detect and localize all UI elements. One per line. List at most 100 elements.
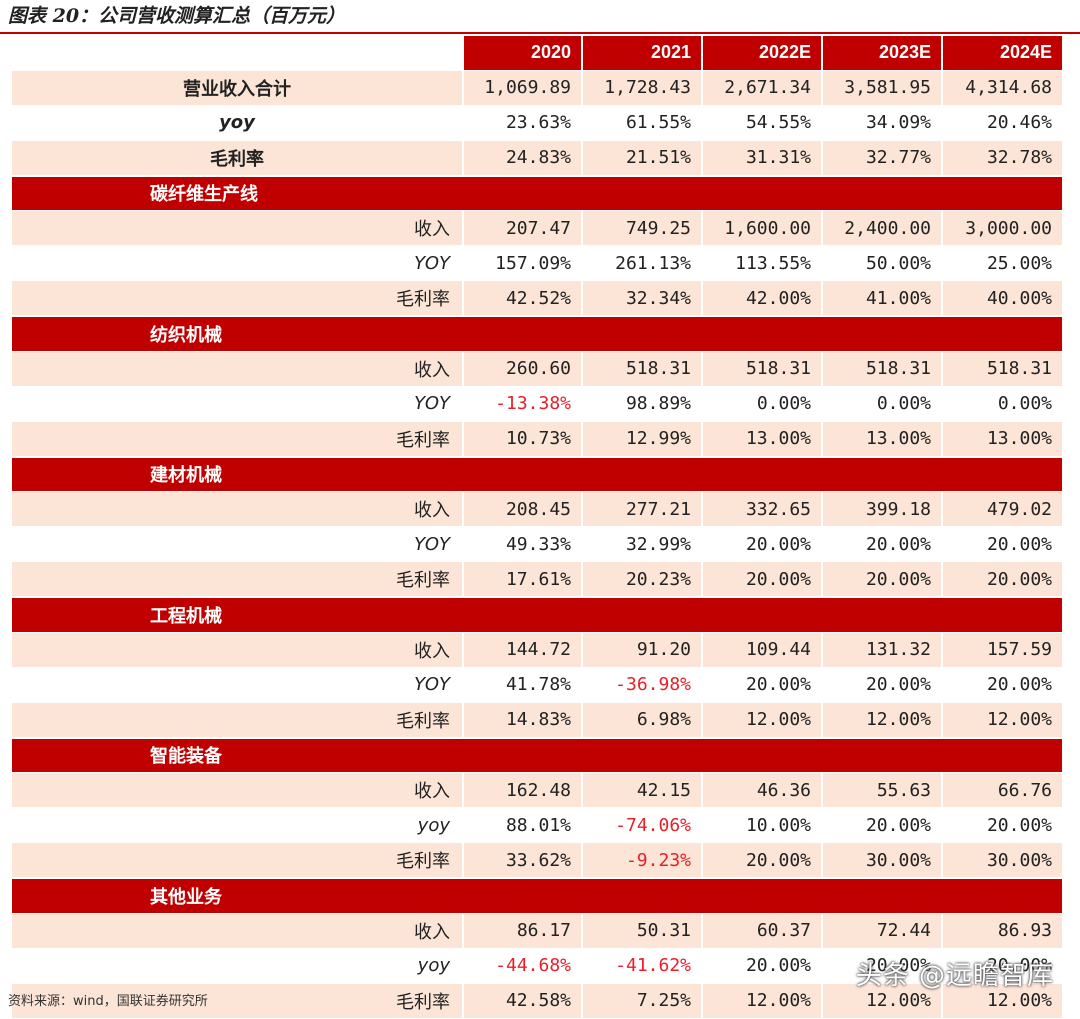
value-cell: 1,069.89 <box>462 70 582 106</box>
value-cell: 113.55% <box>701 245 822 282</box>
value-cell: 109.44 <box>701 632 822 668</box>
value-cell: -74.06% <box>581 807 702 844</box>
value-cell: -9.23% <box>581 842 702 879</box>
table-row: 毛利率 17.61% 20.23% 20.00% 20.00% 20.00% <box>12 561 1062 598</box>
value-cell: 54.55% <box>701 105 822 141</box>
value-cell: 61.55% <box>581 105 702 141</box>
row-label: 收入 <box>12 632 463 668</box>
value-cell: 32.77% <box>821 140 942 177</box>
table-row: 毛利率 24.83% 21.51% 31.31% 32.77% 32.78% <box>12 140 1062 177</box>
value-cell: 60.37 <box>701 913 822 949</box>
value-cell: 42.15 <box>581 772 702 809</box>
header-year-2020: 2020 <box>462 36 582 71</box>
value-cell: 10.00% <box>701 807 822 844</box>
value-cell: 50.00% <box>821 245 942 282</box>
row-label: YOY <box>12 386 463 422</box>
value-cell: 42.00% <box>701 280 822 317</box>
value-cell: 20.23% <box>581 561 702 598</box>
value-cell: 40.00% <box>941 280 1062 317</box>
value-cell: 32.34% <box>581 280 702 317</box>
value-cell: 20.00% <box>701 526 822 563</box>
table-row: yoy 88.01% -74.06% 10.00% 20.00% 20.00% <box>12 807 1062 844</box>
value-cell: 20.00% <box>941 807 1062 844</box>
value-cell: -36.98% <box>581 667 702 703</box>
table-row: 收入 162.48 42.15 46.36 55.63 66.76 <box>12 772 1062 809</box>
value-cell: 20.00% <box>701 561 822 598</box>
value-cell: 41.78% <box>462 667 582 703</box>
section-title: 工程机械 <box>12 595 1062 633</box>
table-body: 2020 2021 2022E 2023E 2024E 营业收入合计 1,069.… <box>12 36 1062 1019</box>
value-cell: 23.63% <box>462 105 582 141</box>
value-cell: 6.98% <box>581 702 702 739</box>
row-label: 毛利率 <box>12 421 463 458</box>
value-cell: 42.58% <box>462 983 582 1019</box>
value-cell: 157.59 <box>941 632 1062 668</box>
value-cell: 0.00% <box>701 386 822 422</box>
row-label: YOY <box>12 667 463 703</box>
source-note: 资料来源：wind，国联证券研究所 <box>8 994 208 1009</box>
header-year-2022e: 2022E <box>701 36 822 71</box>
value-cell: 208.45 <box>462 491 582 528</box>
value-cell: 12.00% <box>821 983 942 1019</box>
value-cell: -13.38% <box>462 386 582 422</box>
value-cell: 20.00% <box>701 667 822 703</box>
value-cell: 20.00% <box>821 526 942 563</box>
value-cell: 399.18 <box>821 491 942 528</box>
table-row: 毛利率 33.62% -9.23% 20.00% 30.00% 30.00% <box>12 842 1062 879</box>
value-cell: 12.00% <box>941 702 1062 739</box>
watermark: 头条 @远瞻智库 <box>855 961 1054 991</box>
header-blank-cell <box>12 36 463 71</box>
value-cell: 749.25 <box>581 210 702 247</box>
row-label: 毛利率 <box>12 842 463 879</box>
row-label: 收入 <box>12 772 463 809</box>
table-row: 收入 86.17 50.31 60.37 72.44 86.93 <box>12 913 1062 949</box>
title-divider <box>0 32 1080 34</box>
value-cell: 14.83% <box>462 702 582 739</box>
table-row: YOY 157.09% 261.13% 113.55% 50.00% 25.00% <box>12 245 1062 282</box>
value-cell: 20.00% <box>941 948 1062 984</box>
table-row: 营业收入合计 1,069.89 1,728.43 2,671.34 3,581.95 4,… <box>12 70 1062 106</box>
row-label: 毛利率 <box>12 702 463 739</box>
value-cell: 50.31 <box>581 913 702 949</box>
value-cell: 332.65 <box>701 491 822 528</box>
value-cell: 261.13% <box>581 245 702 282</box>
revenue-forecast-table: 2020 2021 2022E 2023E 2024E 营业收入合计 1,069.… <box>12 36 1062 1019</box>
table-row: yoy 23.63% 61.55% 54.55% 34.09% 20.46% <box>12 105 1062 141</box>
value-cell: 7.25% <box>581 983 702 1019</box>
value-cell: 20.00% <box>821 667 942 703</box>
section-header-row: 建材机械 <box>12 455 1062 493</box>
table-row: 收入 144.72 91.20 109.44 131.32 157.59 <box>12 632 1062 668</box>
row-label: YOY <box>12 526 463 563</box>
value-cell: 34.09% <box>821 105 942 141</box>
value-cell: 277.21 <box>581 491 702 528</box>
value-cell: 20.00% <box>701 948 822 984</box>
row-label: 毛利率 <box>12 983 463 1019</box>
figure-title: 图表 20：公司营收测算汇总（百万元） <box>8 5 346 27</box>
value-cell: 20.00% <box>941 561 1062 598</box>
value-cell: 46.36 <box>701 772 822 809</box>
table-row: yoy -44.68% -41.62% 20.00% 20.00% 20.00% <box>12 948 1062 984</box>
section-title: 智能装备 <box>12 736 1062 774</box>
value-cell: 91.20 <box>581 632 702 668</box>
value-cell: 12.00% <box>821 702 942 739</box>
row-label: 收入 <box>12 491 463 528</box>
value-cell: 3,000.00 <box>941 210 1062 247</box>
section-title: 其他业务 <box>12 876 1062 914</box>
row-label: yoy <box>12 807 463 844</box>
value-cell: 20.00% <box>941 526 1062 563</box>
header-row: 2020 2021 2022E 2023E 2024E <box>12 36 1062 71</box>
value-cell: 17.61% <box>462 561 582 598</box>
value-cell: 98.89% <box>581 386 702 422</box>
table-row: 毛利率 42.52% 32.34% 42.00% 41.00% 40.00% <box>12 280 1062 317</box>
value-cell: 21.51% <box>581 140 702 177</box>
row-label: 毛利率 <box>12 561 463 598</box>
row-label: YOY <box>12 245 463 282</box>
value-cell: 131.32 <box>821 632 942 668</box>
value-cell: 32.99% <box>581 526 702 563</box>
value-cell: 33.62% <box>462 842 582 879</box>
value-cell: 32.78% <box>941 140 1062 177</box>
row-label: 收入 <box>12 351 463 387</box>
value-cell: 30.00% <box>941 842 1062 879</box>
section-header-row: 智能装备 <box>12 736 1062 774</box>
value-cell: 20.00% <box>941 667 1062 703</box>
